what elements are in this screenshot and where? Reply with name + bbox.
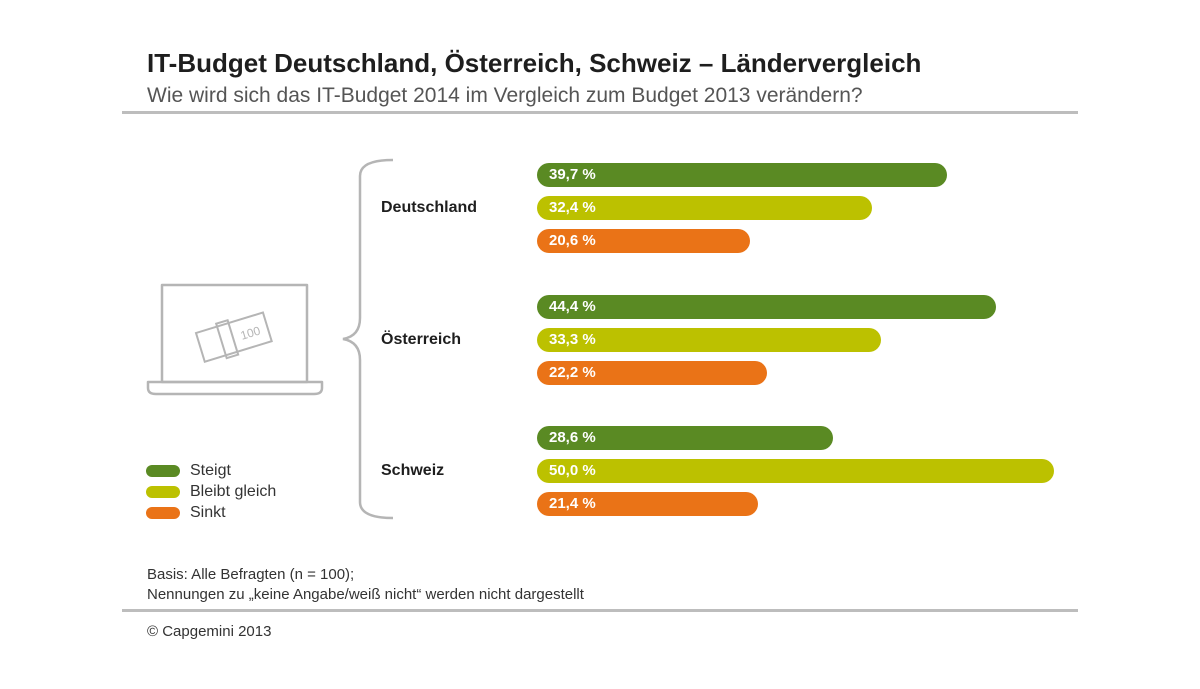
bar-value-label: 32,4 %	[549, 199, 596, 216]
legend-swatch-sinkt	[146, 506, 180, 519]
bar-deutschland-bleibt-gleich: 32,4 %	[537, 196, 872, 220]
legend-label-steigt: Steigt	[190, 461, 231, 479]
bar-value-label: 44,4 %	[549, 298, 596, 315]
group-brace	[342, 158, 394, 520]
bar-value-label: 22,2 %	[549, 364, 596, 381]
legend-item-steigt: Steigt	[146, 460, 276, 481]
bar-deutschland-sinkt: 20,6 %	[537, 229, 750, 253]
bar-value-label: 33,3 %	[549, 331, 596, 348]
bar-oesterreich-bleibt-gleich: 33,3 %	[537, 328, 881, 352]
footnote-exclusion: Nennungen zu „keine Angabe/weiß nicht“ w…	[147, 586, 584, 603]
bar-value-label: 28,6 %	[549, 429, 596, 446]
bar-deutschland-steigt: 39,7 %	[537, 163, 947, 187]
bar-value-label: 50,0 %	[549, 462, 596, 479]
banknote-text: 100	[239, 323, 263, 342]
bar-schweiz-bleibt-gleich: 50,0 %	[537, 459, 1054, 483]
legend-label-bleibt-gleich: Bleibt gleich	[190, 482, 277, 500]
legend-label-sinkt: Sinkt	[190, 503, 226, 521]
legend-item-sinkt: Sinkt	[146, 502, 276, 523]
category-label-deutschland: Deutschland	[381, 199, 478, 216]
laptop-icon	[146, 283, 324, 396]
bottom-divider	[122, 609, 1078, 612]
legend-swatch-bleibt-gleich	[146, 485, 180, 498]
top-divider	[122, 111, 1078, 114]
category-label-schweiz: Schweiz	[381, 462, 445, 479]
legend: Steigt Bleibt gleich Sinkt	[146, 460, 276, 523]
chart-title: IT-Budget Deutschland, Österreich, Schwe…	[147, 48, 922, 78]
bar-value-label: 20,6 %	[549, 232, 596, 249]
bar-oesterreich-sinkt: 22,2 %	[537, 361, 767, 385]
bar-value-label: 21,4 %	[549, 495, 596, 512]
bar-schweiz-sinkt: 21,4 %	[537, 492, 758, 516]
bar-schweiz-steigt: 28,6 %	[537, 426, 833, 450]
legend-swatch-steigt	[146, 464, 180, 477]
category-label-oesterreich: Österreich	[381, 331, 462, 348]
bar-value-label: 39,7 %	[549, 166, 596, 183]
legend-item-bleibt-gleich: Bleibt gleich	[146, 481, 276, 502]
bar-oesterreich-steigt: 44,4 %	[537, 295, 996, 319]
banknote-icon: 100	[194, 311, 273, 363]
copyright: © Capgemini 2013	[147, 623, 272, 640]
footnote-basis: Basis: Alle Befragten (n = 100);	[147, 566, 355, 583]
chart-subtitle: Wie wird sich das IT-Budget 2014 im Verg…	[147, 84, 863, 107]
